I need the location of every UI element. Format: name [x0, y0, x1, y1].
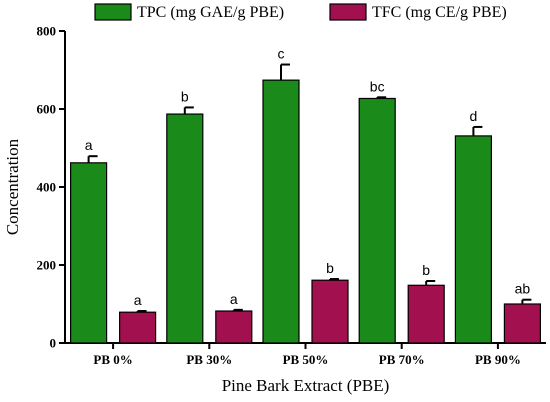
x-tick-label: PB 50% — [283, 352, 329, 367]
tfc-bar — [215, 310, 253, 344]
tfc-bar — [311, 279, 349, 344]
tpc-bar — [358, 97, 396, 344]
x-tick-label: PB 70% — [379, 352, 425, 367]
tfc-bar — [118, 311, 157, 344]
chart-legend: TPC (mg GAE/g PBE) TFC (mg CE/g PBE) — [94, 3, 507, 21]
significance-label: c — [278, 46, 285, 62]
y-tick-label: 800 — [37, 24, 57, 39]
x-axis: PB 0% PB 30% PB 50% PB 70% PB 90% — [65, 342, 546, 367]
x-tick-label: PB 30% — [186, 352, 232, 367]
significance-label: a — [134, 292, 142, 308]
x-tick-label: PB 90% — [475, 352, 521, 367]
y-axis-title: Concentration — [3, 138, 22, 235]
tpc-bar — [69, 162, 108, 344]
tpc-bar — [454, 135, 492, 344]
legend-swatch — [94, 3, 132, 21]
y-axis: 0 200 400 600 800 — [37, 24, 66, 351]
tpc-bar — [166, 113, 204, 344]
y-tick-label: 200 — [37, 258, 57, 273]
significance-label: bc — [370, 78, 385, 94]
tpc-bar — [262, 79, 300, 344]
significance-label: b — [326, 260, 334, 276]
legend-swatch — [329, 3, 367, 21]
x-axis-title: Pine Bark Extract (PBE) — [222, 376, 390, 395]
y-tick-label: 0 — [50, 336, 57, 351]
legend-label: TFC (mg CE/g PBE) — [372, 4, 507, 21]
significance-label: a — [85, 137, 93, 153]
x-tick-label: PB 0% — [93, 352, 132, 367]
significance-label: a — [230, 291, 238, 307]
significance-label: d — [470, 108, 478, 124]
tfc-bar — [407, 284, 445, 344]
significance-label: b — [181, 88, 189, 104]
y-tick-label: 400 — [37, 180, 57, 195]
significance-label: b — [422, 262, 430, 278]
tfc-bar — [503, 303, 541, 344]
y-tick-label: 600 — [37, 102, 57, 117]
significance-label: ab — [515, 281, 531, 297]
legend-label: TPC (mg GAE/g PBE) — [137, 4, 284, 21]
